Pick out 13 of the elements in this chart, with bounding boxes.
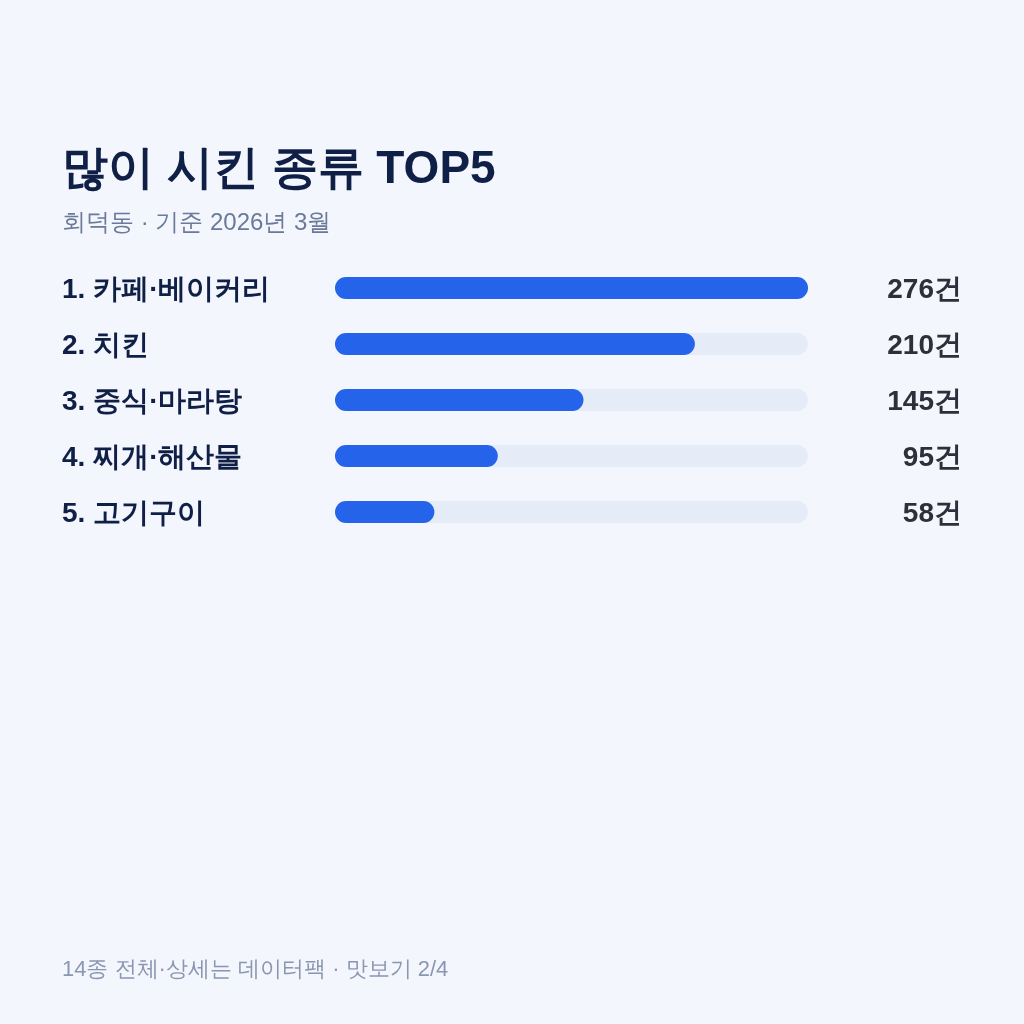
category: 2. 치킨 <box>62 329 150 360</box>
data-label: 276건 <box>887 273 962 304</box>
category: 3. 중식·마라탕 <box>62 385 243 416</box>
data-label: 210건 <box>887 329 962 360</box>
category: 5. 고기구이 <box>62 497 206 528</box>
data-label: 95건 <box>902 441 962 472</box>
annotation: 14종 전체·상세는 데이터팩 · 맛보기 2/4 <box>62 956 449 981</box>
category: 4. 찌개·해산물 <box>62 441 243 472</box>
data-label: 145건 <box>887 385 962 416</box>
title: 많이 시킨 종류 TOP5 <box>62 141 496 193</box>
category: 1. 카페·베이커리 <box>62 273 271 304</box>
data-label: 58건 <box>902 497 962 528</box>
subtitle: 회덕동 · 기준 2026년 3월 <box>62 208 332 235</box>
